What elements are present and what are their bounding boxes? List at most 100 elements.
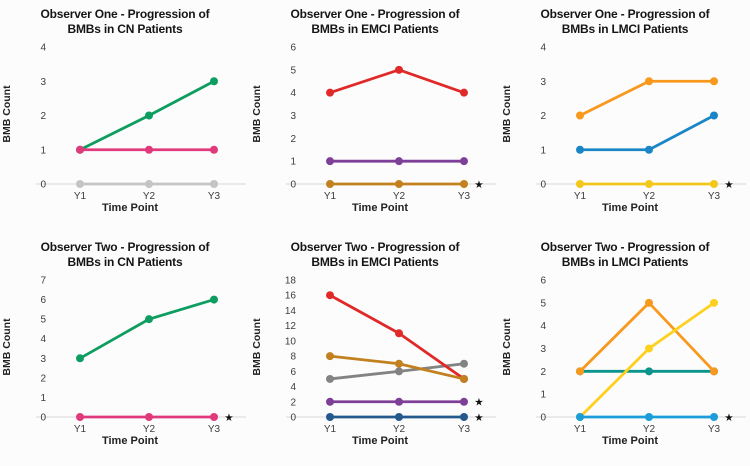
x-tick-label: Y3 — [458, 424, 471, 434]
y-tick-label: 18 — [285, 276, 297, 287]
series-marker-brown-flat — [395, 180, 403, 188]
y-tick-label: 5 — [290, 65, 296, 76]
y-tick-label: 3 — [40, 77, 46, 88]
series-marker-gray-rising — [395, 367, 403, 376]
significance-star-icon: ★ — [474, 179, 483, 191]
chart-observer-two-cn: Observer Two - Progression of BMBs in CN… — [0, 233, 250, 466]
y-tick-label: 2 — [290, 397, 296, 408]
series-marker-purple-flat — [326, 157, 334, 166]
series-marker-blue-rising — [710, 111, 718, 120]
y-tick-label: 14 — [285, 306, 297, 317]
series-marker-purple-flat — [460, 397, 468, 406]
x-tick-label: Y3 — [708, 424, 721, 434]
x-tick-label: Y2 — [143, 191, 156, 201]
chart-title: Observer Two - Progression of BMBs in CN… — [0, 233, 250, 270]
y-tick-label: 4 — [290, 382, 296, 393]
x-tick-label: Y1 — [74, 191, 87, 201]
y-tick-label: 4 — [540, 321, 546, 332]
y-tick-label: 6 — [290, 43, 296, 54]
chart-title-line-2: BMBs in CN Patients — [67, 255, 183, 269]
y-tick-label: 0 — [540, 180, 546, 191]
series-line-orange-rising — [578, 79, 716, 117]
chart-title-line-2: BMBs in LMCI Patients — [561, 255, 689, 269]
x-axis-label: Time Point — [601, 435, 659, 447]
y-tick-label: 4 — [40, 334, 46, 345]
series-marker-orange-peak — [645, 298, 653, 307]
y-tick-label: 4 — [40, 43, 46, 54]
y-tick-label: 10 — [285, 336, 297, 347]
chart-title: Observer One - Progression of BMBs in CN… — [0, 0, 250, 37]
chart-title-line-2: BMBs in LMCI Patients — [561, 22, 689, 36]
y-tick-label: 3 — [40, 354, 46, 365]
chart-title-line-2: BMBs in EMCI Patients — [311, 22, 439, 36]
series-marker-gray-rising — [326, 374, 334, 383]
x-tick-label: Y3 — [458, 191, 471, 201]
series-marker-blue-rising — [645, 145, 653, 154]
series-marker-orange-peak — [576, 367, 584, 376]
series-marker-purple-flat — [326, 397, 334, 406]
y-tick-label: 2 — [540, 111, 546, 122]
series-marker-yellow-rising — [710, 298, 718, 307]
y-tick-label: 2 — [40, 111, 46, 122]
plot-area: 0 1 2 3 4 5 6 Y1 Y2 Y3★ — [286, 43, 496, 201]
chart-title: Observer One - Progression of BMBs in EM… — [250, 0, 500, 37]
chart-title-line-1: Observer One - Progression of — [290, 7, 460, 21]
y-tick-label: 1 — [40, 393, 46, 404]
x-tick-label: Y1 — [324, 424, 337, 434]
plot-area: 0 1 2 3 4 5 6 7 Y1 Y2 Y3★ — [36, 276, 246, 434]
y-axis-label: BMB Count — [251, 318, 263, 376]
y-tick-label: 5 — [40, 315, 46, 326]
series-marker-gray-flat — [210, 180, 218, 188]
y-tick-label: 6 — [290, 367, 296, 378]
x-tick-label: Y2 — [393, 191, 406, 201]
y-tick-label: 1 — [540, 390, 546, 401]
series-marker-pink-flat — [210, 145, 218, 154]
series-marker-gray-rising — [460, 359, 468, 368]
series-marker-gray-flat — [76, 180, 84, 188]
y-axis-label: BMB Count — [1, 318, 13, 376]
series-marker-green-rising — [76, 354, 84, 363]
x-tick-label: Y1 — [574, 424, 587, 434]
y-tick-label: 0 — [540, 413, 546, 424]
series-marker-orange-rising — [645, 77, 653, 86]
series-marker-red-peak — [326, 88, 334, 97]
series-marker-yellow-flat — [576, 180, 584, 188]
series-marker-pink-flat — [210, 413, 218, 421]
series-marker-pink-flat — [145, 145, 153, 154]
series-marker-gray-flat — [145, 180, 153, 188]
x-tick-label: Y2 — [143, 424, 156, 434]
series-marker-brown-falling — [395, 359, 403, 368]
x-axis-label: Time Point — [101, 202, 159, 214]
chart-observer-two-emci: Observer Two - Progression of BMBs in EM… — [250, 233, 500, 466]
y-tick-label: 8 — [290, 352, 296, 363]
series-marker-lightblue-flat — [576, 413, 584, 421]
y-tick-label: 2 — [290, 134, 296, 145]
y-tick-label: 4 — [290, 88, 296, 99]
series-marker-pink-flat — [145, 413, 153, 421]
y-tick-label: 5 — [540, 298, 546, 309]
series-marker-green-rising — [145, 111, 153, 120]
chart-observer-one-emci: Observer One - Progression of BMBs in EM… — [250, 0, 500, 233]
y-tick-label: 0 — [40, 413, 46, 424]
series-marker-brown-flat — [460, 180, 468, 188]
series-marker-purple-flat — [395, 157, 403, 166]
y-tick-label: 1 — [290, 157, 296, 168]
x-tick-label: Y2 — [393, 424, 406, 434]
series-marker-orange-peak — [710, 367, 718, 376]
chart-title-line-1: Observer One - Progression of — [540, 7, 710, 21]
y-tick-label: 0 — [40, 180, 46, 191]
y-tick-label: 12 — [285, 321, 297, 332]
series-marker-brown-falling — [326, 352, 334, 361]
y-axis-label: BMB Count — [501, 318, 513, 376]
plot-area: 0 1 2 3 4 Y1 Y2 Y3★ — [536, 43, 746, 201]
x-axis-label: Time Point — [601, 202, 659, 214]
y-tick-label: 16 — [285, 291, 297, 302]
y-tick-label: 3 — [540, 344, 546, 355]
y-tick-label: 7 — [40, 276, 46, 287]
series-line-yellow-rising — [578, 301, 716, 419]
series-marker-green-rising — [210, 77, 218, 86]
significance-star-icon: ★ — [724, 179, 733, 191]
series-marker-pink-flat — [76, 413, 84, 421]
